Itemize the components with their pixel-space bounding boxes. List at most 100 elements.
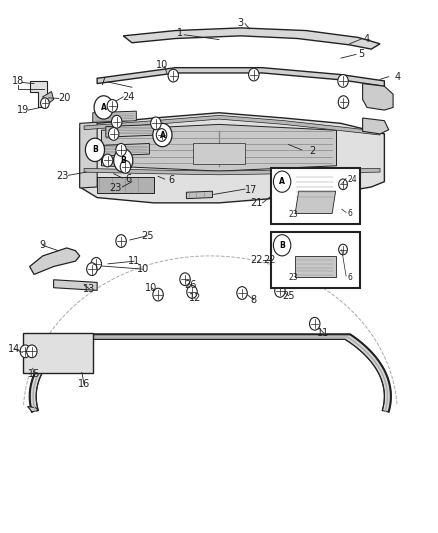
Text: B: B — [279, 241, 285, 250]
Text: 11: 11 — [317, 328, 329, 338]
Polygon shape — [84, 168, 380, 175]
Text: 24: 24 — [122, 92, 134, 102]
Text: 16: 16 — [78, 379, 90, 389]
Polygon shape — [97, 177, 154, 193]
Circle shape — [273, 235, 291, 256]
Polygon shape — [30, 334, 391, 412]
Text: 6: 6 — [347, 272, 352, 281]
Circle shape — [249, 68, 259, 81]
Text: 15: 15 — [28, 369, 40, 378]
Text: 10: 10 — [137, 264, 149, 274]
Circle shape — [153, 123, 172, 147]
Circle shape — [87, 263, 97, 276]
Circle shape — [94, 96, 113, 119]
Text: 2: 2 — [310, 146, 316, 156]
Circle shape — [151, 117, 161, 130]
Circle shape — [91, 257, 102, 270]
Circle shape — [41, 98, 49, 109]
Polygon shape — [295, 256, 336, 277]
Text: A: A — [279, 177, 285, 186]
Text: 23: 23 — [288, 273, 298, 282]
Circle shape — [168, 69, 179, 82]
Circle shape — [339, 179, 347, 190]
Text: 1: 1 — [177, 28, 183, 38]
Polygon shape — [363, 84, 393, 110]
Circle shape — [338, 75, 348, 87]
Circle shape — [180, 273, 190, 286]
Text: 6: 6 — [347, 209, 352, 218]
Circle shape — [102, 154, 113, 167]
Text: 6: 6 — [168, 175, 174, 185]
Circle shape — [273, 171, 291, 192]
Polygon shape — [295, 191, 336, 214]
Circle shape — [275, 285, 285, 297]
Circle shape — [20, 345, 31, 358]
Text: 20: 20 — [58, 93, 71, 103]
Polygon shape — [102, 124, 336, 171]
Polygon shape — [363, 118, 389, 134]
Text: 17: 17 — [244, 185, 257, 195]
Circle shape — [237, 287, 247, 300]
Bar — [23, 333, 93, 373]
Circle shape — [85, 138, 105, 161]
Polygon shape — [106, 124, 158, 137]
Bar — [271, 232, 360, 288]
Text: 23: 23 — [56, 172, 68, 181]
Text: 22: 22 — [263, 255, 276, 265]
Polygon shape — [271, 177, 328, 193]
Text: 19: 19 — [17, 105, 29, 115]
Text: 3: 3 — [238, 18, 244, 28]
Text: 25: 25 — [141, 231, 153, 241]
Text: 23: 23 — [288, 210, 298, 219]
Polygon shape — [80, 122, 97, 188]
Text: 25: 25 — [283, 290, 295, 301]
Circle shape — [116, 143, 126, 156]
Circle shape — [107, 100, 117, 112]
Polygon shape — [97, 143, 149, 156]
Polygon shape — [43, 92, 53, 107]
Circle shape — [156, 128, 167, 141]
Polygon shape — [93, 111, 136, 122]
Text: 6: 6 — [126, 174, 132, 184]
Text: A: A — [101, 103, 106, 112]
Text: 10: 10 — [145, 282, 158, 293]
Polygon shape — [123, 28, 380, 49]
Circle shape — [153, 288, 163, 301]
Text: 14: 14 — [8, 344, 21, 354]
Text: 4: 4 — [394, 71, 400, 82]
Text: 10: 10 — [156, 60, 169, 70]
Circle shape — [109, 127, 119, 140]
Text: 12: 12 — [189, 293, 201, 303]
Circle shape — [114, 149, 133, 172]
Text: 8: 8 — [251, 295, 257, 305]
Text: 26: 26 — [184, 280, 197, 290]
Polygon shape — [53, 280, 97, 290]
Circle shape — [27, 345, 37, 358]
Polygon shape — [84, 115, 380, 135]
Text: 21: 21 — [250, 198, 262, 208]
Text: 9: 9 — [40, 240, 46, 251]
Text: 23: 23 — [110, 183, 122, 193]
Circle shape — [338, 96, 349, 109]
Text: 22: 22 — [250, 255, 262, 265]
Polygon shape — [28, 407, 39, 412]
Circle shape — [116, 235, 126, 247]
Polygon shape — [97, 68, 385, 86]
Bar — [193, 143, 245, 164]
Text: A: A — [159, 131, 166, 140]
Polygon shape — [186, 191, 212, 199]
Text: 18: 18 — [12, 76, 24, 86]
Text: 24: 24 — [347, 174, 357, 183]
Text: 4: 4 — [364, 34, 370, 44]
Circle shape — [120, 160, 131, 173]
Bar — [271, 168, 360, 224]
Polygon shape — [30, 81, 47, 108]
Circle shape — [187, 286, 197, 298]
Text: B: B — [92, 146, 98, 155]
Text: 5: 5 — [359, 50, 365, 59]
Text: B: B — [120, 156, 126, 165]
Text: 11: 11 — [128, 256, 140, 266]
Circle shape — [310, 317, 320, 330]
Text: 7: 7 — [99, 77, 106, 87]
Text: 13: 13 — [83, 284, 95, 294]
